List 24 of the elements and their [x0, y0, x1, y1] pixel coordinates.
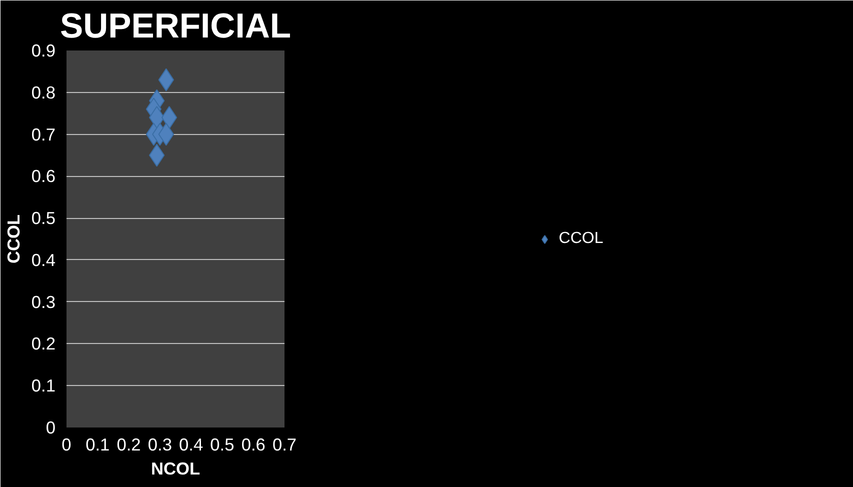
x-tick-label: 0.6: [241, 434, 266, 454]
legend-label: CCOL: [558, 230, 604, 248]
y-tick-label: 0.7: [31, 124, 56, 144]
point: [161, 106, 178, 130]
x-tick-label: 0.2: [116, 434, 141, 454]
x-tick-label: 0: [62, 434, 72, 454]
y-tick-label: 0.2: [31, 334, 56, 354]
x-tick-label: 0.1: [86, 434, 110, 454]
y-axis-title: CCOL: [3, 214, 24, 264]
y-tick-label: 0.8: [31, 82, 56, 102]
x-tick-label: 0.4: [179, 434, 204, 454]
x-tick-label: 0.3: [148, 434, 172, 454]
y-tick-label: 0.3: [31, 292, 56, 312]
y-tick-label: 0: [46, 418, 56, 438]
point: [148, 144, 165, 167]
chart-title: SUPERFICIAL: [60, 8, 292, 46]
y-tick-label: 0.1: [31, 376, 56, 396]
y-tick-label: 0.4: [31, 250, 56, 270]
x-axis-title: NCOL: [150, 458, 200, 478]
x-tick-label: 0.7: [272, 434, 297, 454]
y-tick-label: 0.6: [31, 166, 56, 186]
y-tick-label: 0.9: [31, 40, 56, 60]
y-tick-label: 0.5: [31, 208, 56, 228]
x-tick-label: 0.5: [210, 434, 234, 454]
